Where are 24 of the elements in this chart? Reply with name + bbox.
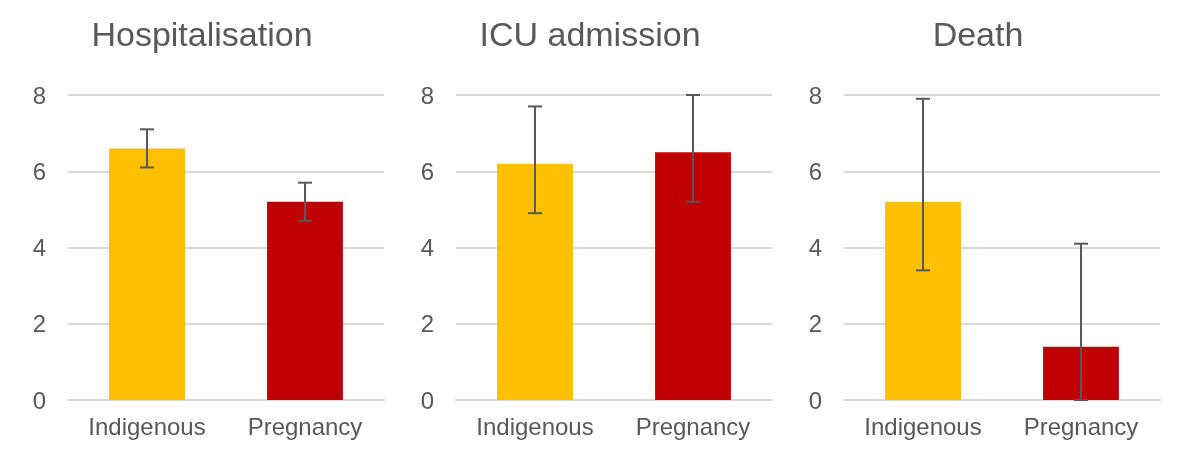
y-tick-label: 6 — [808, 157, 822, 185]
x-tick-label: Pregnancy — [635, 412, 751, 440]
y-tick-label: 2 — [808, 310, 822, 338]
x-tick-label: Pregnancy — [1023, 412, 1139, 440]
x-tick-label: Indigenous — [476, 412, 594, 440]
y-tick-label: 6 — [420, 157, 434, 185]
x-tick-label: Pregnancy — [247, 412, 363, 440]
y-tick-label: 2 — [420, 310, 434, 338]
y-tick-label: 8 — [808, 81, 822, 109]
chart-title: Hospitalisation — [91, 15, 313, 53]
x-tick-label: Indigenous — [864, 412, 982, 440]
y-tick-label: 0 — [808, 386, 822, 414]
y-tick-label: 4 — [420, 234, 434, 261]
x-tick-label: Indigenous — [88, 412, 206, 440]
y-tick-label: 4 — [808, 234, 822, 261]
y-tick-label: 0 — [32, 386, 46, 414]
y-tick-label: 8 — [32, 81, 46, 109]
chart-title: ICU admission — [479, 15, 701, 53]
y-tick-label: 4 — [32, 234, 46, 261]
y-tick-label: 8 — [420, 81, 434, 109]
y-tick-label: 6 — [32, 157, 46, 185]
y-tick-label: 0 — [420, 386, 434, 414]
chart-title: Death — [932, 15, 1024, 53]
y-tick-label: 2 — [32, 310, 46, 338]
